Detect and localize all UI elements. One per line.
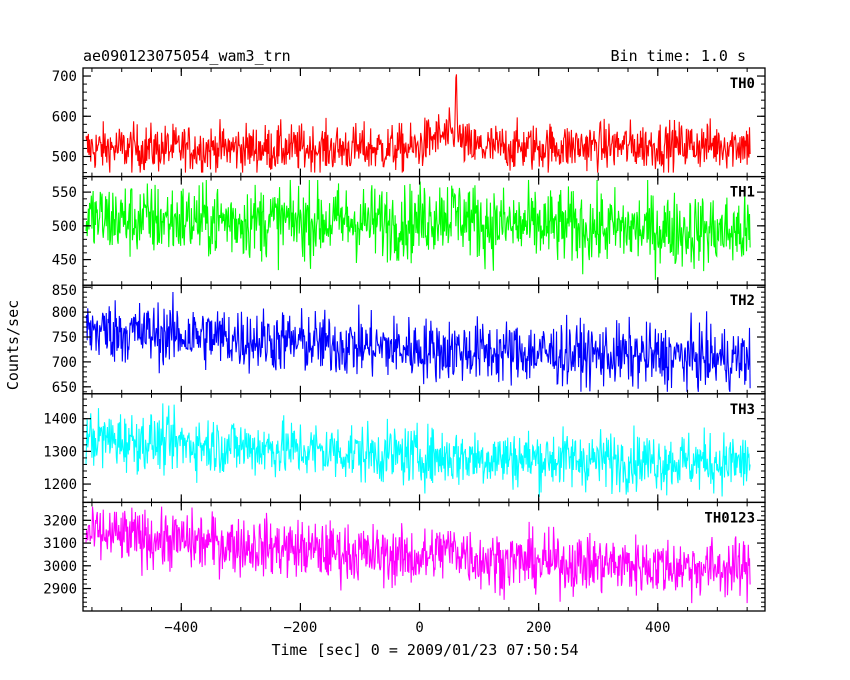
y-tick-label: 650	[52, 380, 77, 396]
x-tick-label: 400	[645, 620, 670, 636]
x-tick-label: 0	[415, 620, 423, 636]
y-tick-label: 3200	[43, 513, 77, 529]
x-axis: −400 −200 0 200 400	[164, 620, 670, 636]
bin-time-label: Bin time: 1.0 s	[611, 47, 746, 65]
y-tick-label: 600	[52, 109, 77, 125]
panel-th0: 500 600 700 TH0	[52, 67, 766, 178]
y-tick-label: 850	[52, 283, 77, 299]
y-tick-label: 500	[52, 149, 77, 165]
y-tick-label: 700	[52, 355, 77, 371]
y-tick-label: 800	[52, 305, 77, 321]
y-tick-label: 500	[52, 219, 77, 235]
series-line-th0123	[85, 506, 751, 604]
y-tick-label: 1200	[43, 477, 77, 493]
panel-label: TH0	[730, 76, 755, 92]
y-tick-label: 1300	[43, 444, 77, 460]
series-line-th1	[85, 179, 751, 280]
series-line-th3	[85, 403, 751, 498]
panel-label: TH2	[730, 293, 755, 309]
panel-label: TH3	[730, 402, 755, 418]
series-line-th2	[85, 291, 751, 392]
panel-th3: 1200 1300 1400 TH3	[43, 393, 766, 504]
x-axis-label: Time [sec] 0 = 2009/01/23 07:50:54	[271, 641, 578, 659]
y-tick-label: 700	[52, 69, 77, 85]
y-tick-label: 3100	[43, 536, 77, 552]
panel-th2: 650 700 750 800 850 TH2	[52, 283, 766, 396]
y-tick-label: 550	[52, 185, 77, 201]
x-tick-label: 200	[526, 620, 551, 636]
x-tick-label: −200	[284, 620, 318, 636]
y-tick-label: 750	[52, 330, 77, 346]
y-tick-label: 450	[52, 253, 77, 269]
series-line-th0	[85, 74, 751, 173]
panels: 500 600 700 TH0 450 500 550 TH1 650 700 750 800 850 T…	[43, 67, 766, 612]
y-tick-label: 1400	[43, 412, 77, 428]
y-tick-label: 2900	[43, 582, 77, 598]
y-tick-label: 3000	[43, 559, 77, 575]
chart-title: ae090123075054_wam3_trn	[83, 47, 291, 65]
panel-th1: 450 500 550 TH1	[52, 175, 766, 286]
panel-label: TH1	[730, 185, 755, 201]
panel-th0123: 2900 3000 3100 3200 TH0123	[43, 501, 766, 612]
panel-label: TH0123	[704, 510, 755, 526]
y-axis-label: Counts/sec	[4, 300, 22, 390]
x-tick-label: −400	[164, 620, 198, 636]
